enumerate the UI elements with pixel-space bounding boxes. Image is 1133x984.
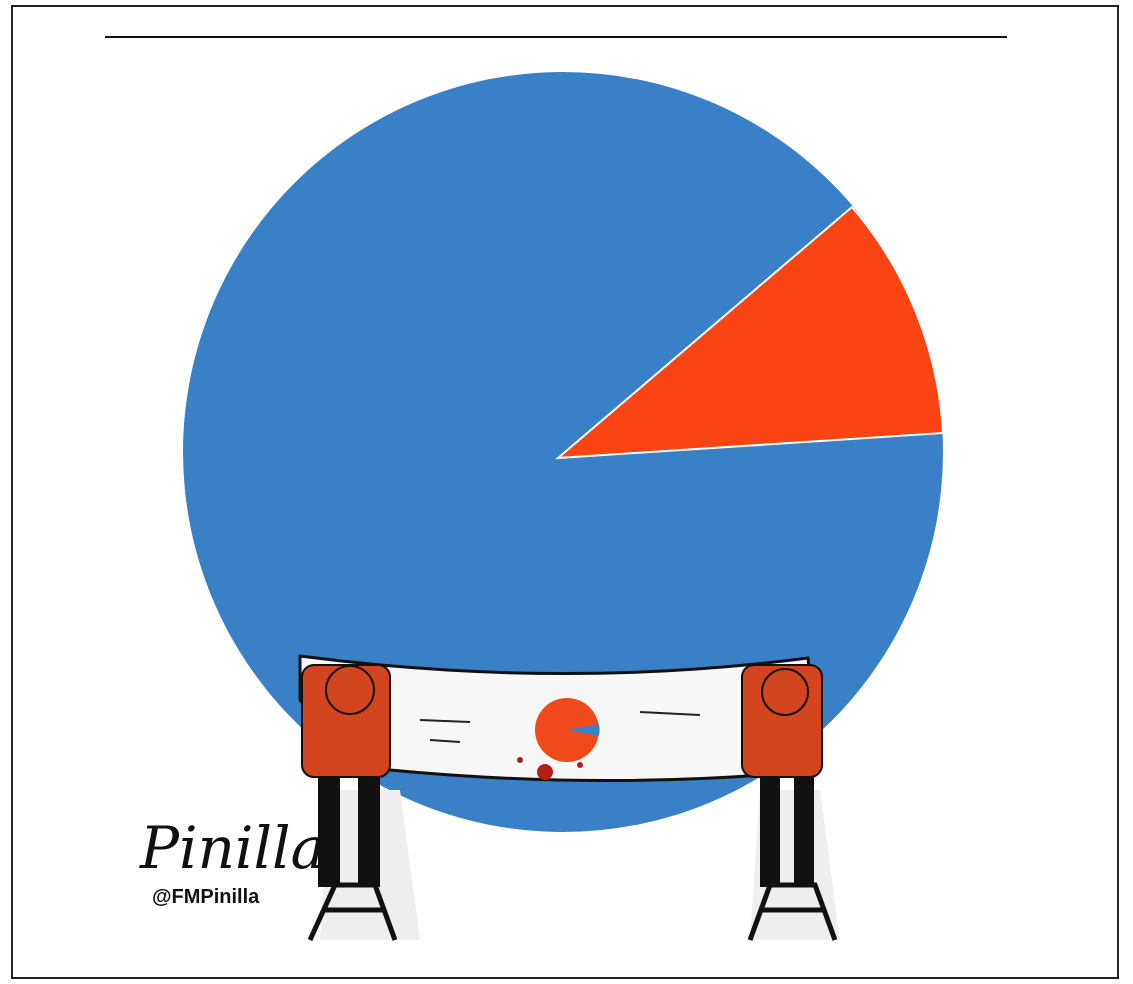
stain	[517, 757, 523, 763]
ladder	[747, 882, 838, 941]
pie-red	[555, 205, 945, 460]
stain	[537, 764, 553, 780]
handle: @FMPinilla	[152, 886, 260, 908]
person-head	[761, 668, 809, 716]
person-leg	[794, 777, 814, 887]
person-head	[325, 665, 375, 715]
pie-blue	[183, 72, 943, 832]
fold	[639, 711, 701, 716]
person-leg	[318, 777, 340, 887]
fold	[429, 739, 461, 743]
stain	[577, 762, 583, 768]
person-leg	[760, 777, 780, 887]
signature: Pinilla	[139, 814, 325, 882]
ladder	[307, 882, 398, 942]
fold	[419, 719, 471, 723]
person-leg	[358, 777, 380, 887]
small-pie-slice	[567, 724, 600, 736]
